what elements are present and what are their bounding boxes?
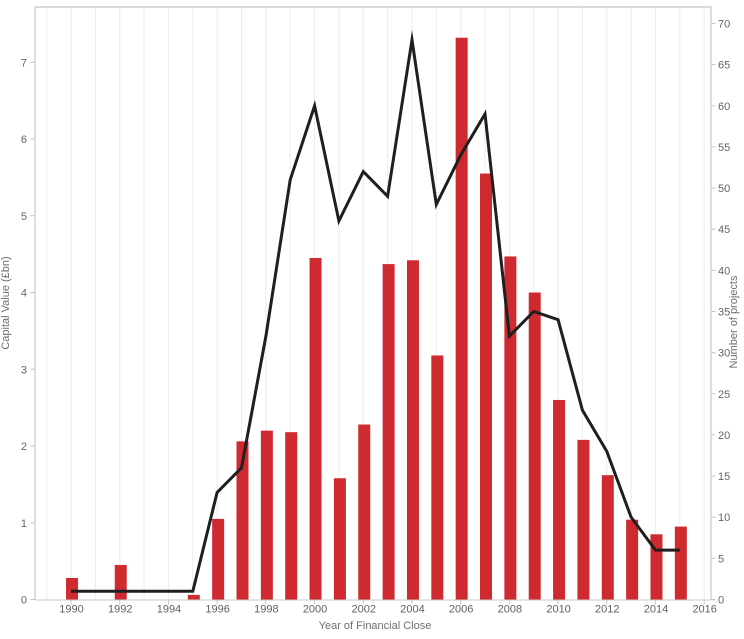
- bar-2006: [455, 37, 468, 600]
- left-tick-label-4: 4: [21, 288, 27, 300]
- right-tick-label-45: 45: [718, 224, 730, 236]
- projects-line-group: [71, 29, 680, 593]
- x-tick-label-1998: 1998: [254, 604, 278, 616]
- right-tick-label-25: 25: [718, 389, 730, 401]
- x-axis-title: Year of Financial Close: [319, 620, 432, 632]
- x-tick-label-2004: 2004: [400, 604, 424, 616]
- right-tick-label-15: 15: [718, 471, 730, 483]
- right-tick-label-20: 20: [718, 430, 730, 442]
- left-tick-label-5: 5: [21, 211, 27, 223]
- bar-2004: [406, 260, 419, 600]
- left-tick-label-1: 1: [21, 518, 27, 530]
- bar-2001: [333, 478, 346, 600]
- left-tick-label-2: 2: [21, 441, 27, 453]
- bar-2012: [601, 475, 614, 600]
- bar-2013: [626, 519, 639, 600]
- left-tick-label-6: 6: [21, 134, 27, 146]
- x-tick-label-1996: 1996: [205, 604, 229, 616]
- bar-1990: [66, 578, 79, 600]
- x-tick-label-2010: 2010: [546, 604, 570, 616]
- right-tick-label-0: 0: [718, 595, 724, 607]
- x-tick-label-1992: 1992: [108, 604, 132, 616]
- right-tick-label-40: 40: [718, 265, 730, 277]
- left-tick-label-0: 0: [21, 595, 27, 607]
- x-tick-label-1994: 1994: [157, 604, 181, 616]
- right-axis-title: Number of projects: [728, 275, 740, 368]
- x-tick-label-2014: 2014: [644, 604, 668, 616]
- bar-2007: [480, 173, 493, 600]
- bar-1998: [260, 430, 273, 600]
- tick-marks-and-labels: 0123456705101520253035404550556065701990…: [21, 18, 730, 615]
- bar-2009: [528, 292, 541, 600]
- bar-2003: [382, 264, 395, 600]
- capital-value-bars: [66, 37, 687, 600]
- bar-2002: [358, 424, 371, 600]
- x-tick-label-2002: 2002: [352, 604, 376, 616]
- x-tick-label-2016: 2016: [692, 604, 716, 616]
- right-tick-label-35: 35: [718, 306, 730, 318]
- x-tick-label-2000: 2000: [303, 604, 327, 616]
- left-axis-title: Capital Value (£bn): [0, 256, 12, 349]
- bar-1995: [187, 594, 200, 600]
- x-tick-label-2008: 2008: [498, 604, 522, 616]
- bar-1992: [114, 564, 127, 600]
- x-tick-label-1990: 1990: [59, 604, 83, 616]
- right-tick-label-5: 5: [718, 553, 724, 565]
- bar-1999: [285, 432, 298, 600]
- right-tick-label-30: 30: [718, 348, 730, 360]
- bar-2015: [674, 526, 687, 600]
- bar-2008: [504, 256, 517, 600]
- x-tick-label-2006: 2006: [449, 604, 473, 616]
- bar-1997: [236, 441, 249, 600]
- left-tick-label-3: 3: [21, 364, 27, 376]
- right-tick-label-50: 50: [718, 183, 730, 195]
- bar-2005: [431, 355, 444, 600]
- left-tick-label-7: 7: [21, 57, 27, 69]
- bar-2011: [577, 439, 590, 600]
- bar-2010: [553, 399, 566, 600]
- bar-1996: [212, 518, 225, 600]
- right-tick-label-70: 70: [718, 18, 730, 30]
- bar-2000: [309, 257, 322, 600]
- right-tick-label-60: 60: [718, 101, 730, 113]
- right-tick-label-65: 65: [718, 60, 730, 72]
- projects-line: [71, 29, 680, 593]
- right-tick-label-10: 10: [718, 512, 730, 524]
- x-tick-label-2012: 2012: [595, 604, 619, 616]
- right-tick-label-55: 55: [718, 142, 730, 154]
